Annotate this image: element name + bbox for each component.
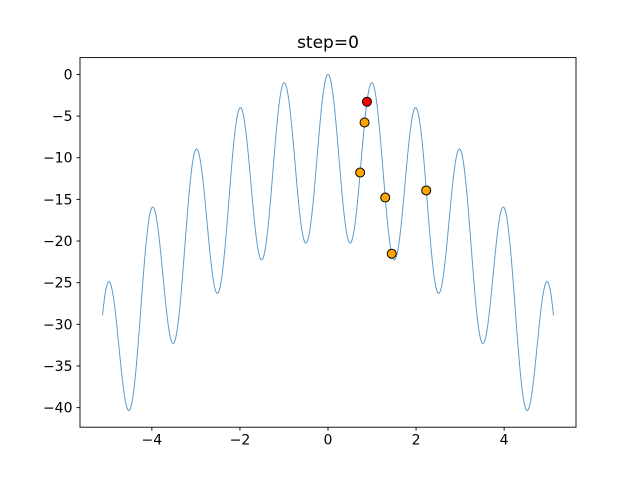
y-tick-label: −40 [43,401,73,417]
population-points [421,185,432,196]
x-tick-label: −2 [230,433,251,449]
population-points [380,192,391,203]
y-tick-label: −15 [43,192,73,208]
x-tick-label: −4 [142,433,163,449]
y-tick-label: −10 [43,151,73,167]
axes-border [79,57,577,428]
y-tick-label: 0 [64,67,73,83]
x-tick-label: 2 [412,433,421,449]
y-tick-label: −20 [43,234,73,250]
y-tick-label: −30 [43,317,73,333]
function-curve [102,73,554,412]
best-point [361,96,372,107]
chart-title: step=0 [297,33,359,53]
x-tick-label: 0 [324,433,333,449]
population-points [386,248,397,259]
y-tick-label: −35 [43,359,73,375]
y-tick-label: −25 [43,276,73,292]
population-points [355,167,366,178]
y-tick-label: −5 [52,109,73,125]
x-tick-label: 4 [500,433,509,449]
population-points [359,117,370,128]
